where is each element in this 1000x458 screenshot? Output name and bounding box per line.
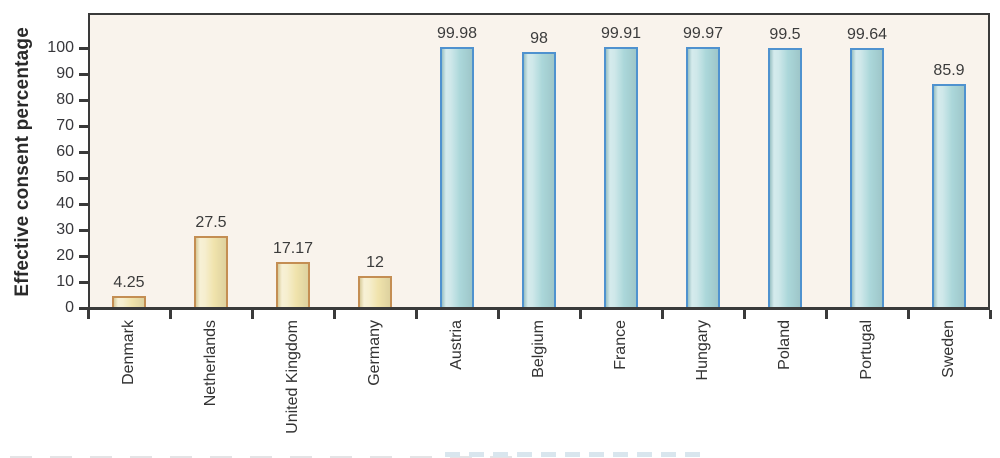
- x-axis-label-sweden: Sweden: [940, 320, 957, 378]
- x-tick: [168, 310, 172, 319]
- bar-value-label: 4.25: [113, 273, 145, 291]
- x-tick: [86, 310, 90, 319]
- bar-value-label: 98: [530, 30, 548, 48]
- bar-value-label: 99.97: [682, 25, 724, 43]
- bar-netherlands: [194, 235, 228, 307]
- bar-value-label: 99.5: [769, 26, 801, 44]
- y-tick: [79, 72, 88, 76]
- bar-france: [604, 47, 638, 307]
- y-tick-label: 80: [56, 91, 74, 108]
- y-tick-label: 30: [56, 221, 74, 238]
- x-axis-label-poland: Poland: [776, 320, 793, 370]
- bar-sweden: [932, 83, 966, 307]
- cropped-caption-edge: [10, 456, 525, 458]
- x-tick: [824, 310, 828, 319]
- x-axis-label-hungary: Hungary: [694, 320, 711, 381]
- x-tick: [414, 310, 418, 319]
- bar-portugal: [850, 47, 884, 307]
- x-axis-label-portugal: Portugal: [858, 320, 875, 380]
- bar-poland: [768, 48, 802, 307]
- bar-united-kingdom: [276, 262, 310, 307]
- y-tick-label: 100: [47, 39, 74, 56]
- y-tick-label: 60: [56, 143, 74, 160]
- y-tick: [79, 150, 88, 154]
- x-axis-label-austria: Austria: [448, 320, 465, 370]
- x-tick: [906, 310, 910, 319]
- y-tick-label: 70: [56, 117, 74, 134]
- y-tick: [79, 228, 88, 232]
- x-tick: [660, 310, 664, 319]
- cropped-legend-edge: [445, 452, 707, 457]
- x-axis-label-france: France: [612, 320, 629, 370]
- y-tick-label: 50: [56, 169, 74, 186]
- bar-value-label: 99.91: [600, 25, 642, 43]
- x-tick: [988, 310, 992, 319]
- bar-value-label: 99.64: [846, 25, 888, 43]
- x-axis-label-belgium: Belgium: [530, 320, 547, 378]
- y-tick: [79, 124, 88, 128]
- x-tick: [250, 310, 254, 319]
- x-axis-label-netherlands: Netherlands: [202, 320, 219, 407]
- bar-value-label: 27.5: [195, 213, 227, 231]
- y-tick: [79, 46, 88, 50]
- bar-germany: [358, 275, 392, 307]
- x-axis-label-united-kingdom: United Kingdom: [284, 320, 301, 434]
- y-tick: [79, 176, 88, 180]
- y-tick: [79, 280, 88, 284]
- plot-area: 4.25 27.5 17.17 12 99.98 98 99.91 99.97 99.5 99.6…: [88, 13, 990, 310]
- bar-value-label: 99.98: [436, 25, 478, 43]
- bar-denmark: [112, 295, 146, 307]
- y-tick: [79, 254, 88, 258]
- x-axis-label-denmark: Denmark: [120, 320, 137, 385]
- y-tick-label: 10: [56, 273, 74, 290]
- y-tick: [79, 202, 88, 206]
- bar-value-label: 85.9: [933, 61, 965, 79]
- bar-value-label: 17.17: [272, 240, 314, 258]
- y-tick: [79, 306, 88, 310]
- x-tick: [332, 310, 336, 319]
- y-tick: [79, 98, 88, 102]
- x-axis-label-germany: Germany: [366, 320, 383, 386]
- bar-belgium: [522, 52, 556, 307]
- x-tick: [578, 310, 582, 319]
- y-tick-label: 20: [56, 247, 74, 264]
- y-tick-label: 90: [56, 65, 74, 82]
- bar-value-label: 12: [366, 253, 384, 271]
- y-tick-label: 40: [56, 195, 74, 212]
- x-tick: [496, 310, 500, 319]
- bar-austria: [440, 47, 474, 307]
- x-tick: [742, 310, 746, 319]
- y-tick-label: 0: [65, 299, 74, 316]
- bar-hungary: [686, 47, 720, 307]
